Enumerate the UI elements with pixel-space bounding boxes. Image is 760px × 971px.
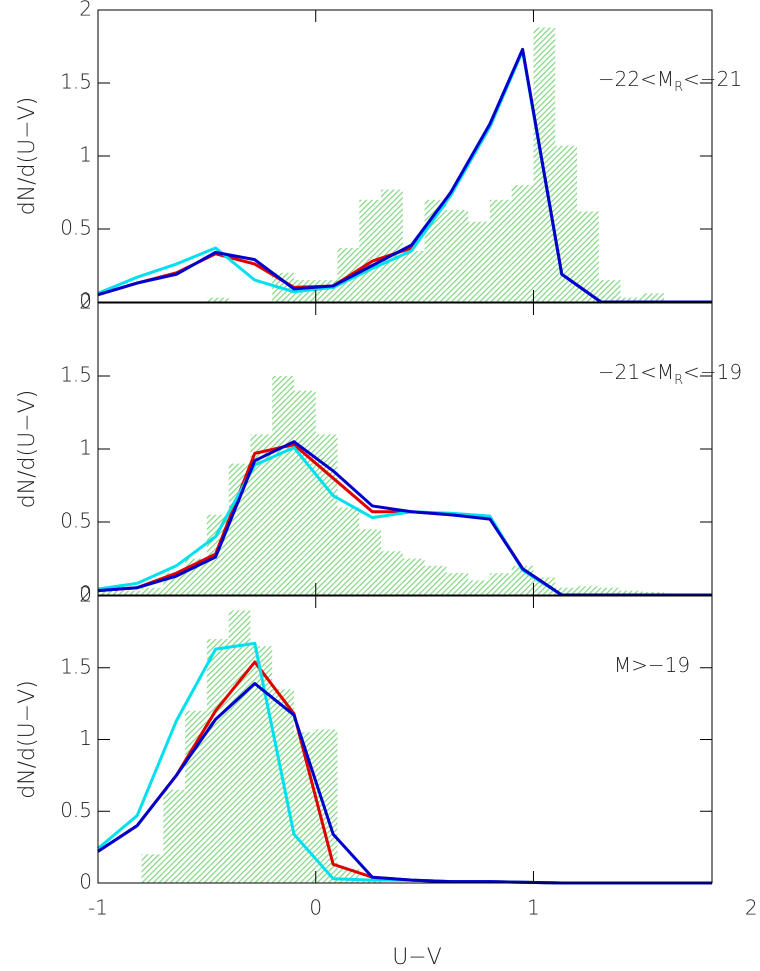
hist-bar <box>402 250 425 302</box>
y-tick-label: 0.5 <box>60 798 92 822</box>
hist-bar <box>446 210 469 302</box>
annotation-part: −22<M <box>598 67 674 91</box>
annotation: M>−19 <box>614 653 690 677</box>
annotation: −21<MR<−19 <box>598 360 742 389</box>
hist-bar <box>315 729 338 883</box>
y-tick-label: 0 <box>79 870 92 894</box>
hist-bar <box>489 573 512 595</box>
x-tick-label: 2 <box>745 896 758 920</box>
hist-bar <box>468 580 490 595</box>
annotation-part: −21<M <box>598 360 674 384</box>
hist-bar <box>555 587 578 595</box>
hist-bar <box>293 732 316 883</box>
hist-bar <box>533 27 556 303</box>
annotation-part: R <box>674 80 683 95</box>
hist-bar <box>511 185 534 302</box>
hist-bar <box>598 280 621 302</box>
y-tick-label: 2 <box>79 0 92 21</box>
hist-bar <box>272 376 294 595</box>
x-tick-label: 1 <box>527 896 540 920</box>
hist-bar <box>468 221 490 302</box>
y-axis-label: dN/d(U−V) <box>15 680 40 799</box>
hist-bar <box>228 463 251 595</box>
hist-bar <box>206 297 229 302</box>
y-tick-label: 1.5 <box>60 654 92 678</box>
hist-bar <box>359 199 382 302</box>
x-axis-label: U−V <box>392 945 442 970</box>
annotation-part: R <box>674 373 683 388</box>
hist-bar <box>206 639 229 883</box>
hist-bar <box>424 565 447 595</box>
annotation: −22<MR<−21 <box>598 67 742 96</box>
annotation-part: M>−19 <box>614 653 690 677</box>
hist-bar <box>228 610 251 883</box>
hist-bar <box>141 587 164 595</box>
hist-bar <box>446 573 469 595</box>
hist-bar <box>315 280 338 302</box>
annotation-part: <−21 <box>683 67 742 91</box>
y-tick-label: 1.5 <box>60 70 92 94</box>
hist-bar <box>250 434 273 595</box>
hist-bar <box>381 551 403 595</box>
y-tick-label: 2 <box>79 583 92 607</box>
hist-bar <box>577 586 599 595</box>
annotation-part: <−19 <box>683 360 742 384</box>
x-tick-label: 0 <box>309 896 322 920</box>
y-tick-label: 1 <box>79 436 92 460</box>
hist-bar <box>359 529 382 595</box>
hist-bar <box>642 293 665 302</box>
y-tick-label: 0.5 <box>60 216 92 240</box>
y-tick-label: 0 <box>79 582 92 606</box>
hist-bar <box>293 390 316 595</box>
x-tick-label: -1 <box>88 896 108 920</box>
y-tick-label: 1 <box>79 726 92 750</box>
hist-bar <box>402 558 425 595</box>
hist-bar <box>141 854 164 883</box>
y-tick-label: 0 <box>79 289 92 313</box>
hist-bar <box>163 789 186 883</box>
y-tick-label: 1 <box>79 143 92 167</box>
hist-bar <box>577 211 599 302</box>
hist-bar <box>315 434 338 595</box>
hist-bar <box>119 590 142 595</box>
y-axis-label: dN/d(U−V) <box>15 390 40 509</box>
y-tick-label: 2 <box>79 290 92 314</box>
hist-bar <box>337 507 360 595</box>
y-tick-label: 0.5 <box>60 509 92 533</box>
hist-bar <box>489 199 512 302</box>
hist-bar <box>98 590 120 595</box>
frame <box>97 302 713 596</box>
y-axis-label: dN/d(U−V) <box>15 97 40 216</box>
hist-bar <box>381 189 403 302</box>
hist-bar <box>598 587 621 595</box>
hist-bar <box>620 590 643 595</box>
hist-bar <box>620 297 643 302</box>
y-tick-label: 1.5 <box>60 363 92 387</box>
